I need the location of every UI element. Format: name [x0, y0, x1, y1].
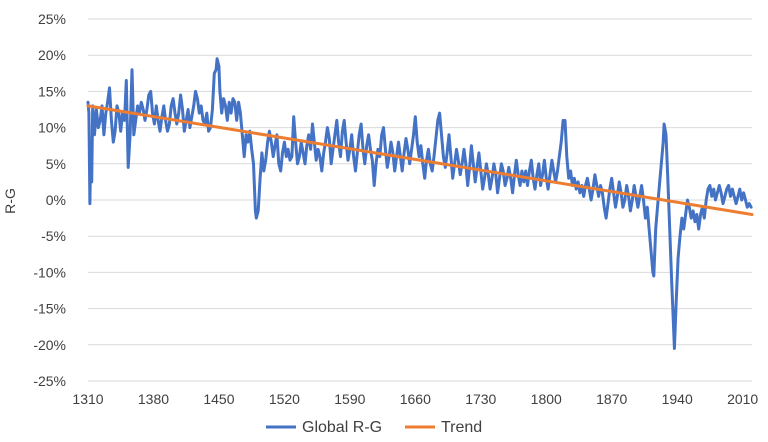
x-tick-label: 1380	[138, 391, 169, 407]
y-tick-label: -10%	[33, 264, 66, 280]
gridlines	[88, 18, 752, 382]
x-tick-label: 1310	[72, 391, 103, 407]
x-tick-label: 1590	[334, 391, 365, 407]
y-tick-label: 25%	[38, 11, 66, 27]
series-line-global-r-g	[86, 57, 753, 350]
y-axis-title: R-G	[2, 188, 18, 214]
y-axis-tick-labels: -25% -20% -15% -10% -5% 0% 5% 10% 15% 20% 25%	[33, 11, 66, 389]
y-tick-label: 15%	[38, 83, 66, 99]
legend-label: Global R-G	[302, 419, 382, 436]
legend-label: Trend	[441, 419, 482, 436]
y-tick-label: -20%	[33, 337, 66, 353]
series-layer	[86, 57, 754, 350]
x-tick-label: 1800	[531, 391, 562, 407]
x-tick-label: 1870	[596, 391, 627, 407]
x-tick-label: 1940	[662, 391, 693, 407]
y-tick-label: 10%	[38, 120, 66, 136]
y-tick-label: -5%	[41, 228, 66, 244]
x-tick-label: 1520	[269, 391, 300, 407]
x-tick-label: 1660	[400, 391, 431, 407]
y-tick-label: 20%	[38, 47, 66, 63]
legend: Global R-G Trend	[266, 419, 482, 436]
y-tick-label: 5%	[46, 156, 66, 172]
x-axis-tick-labels: 1310 1380 1450 1520 1590 1660 1730 1800 1870 1940…	[72, 391, 758, 407]
x-tick-label: 2010	[727, 391, 758, 407]
x-tick-label: 1450	[203, 391, 234, 407]
x-tick-label: 1730	[465, 391, 496, 407]
y-tick-label: -15%	[33, 301, 66, 317]
y-tick-label: -25%	[33, 373, 66, 389]
series-line-trend	[86, 104, 754, 216]
y-tick-label: 0%	[46, 192, 66, 208]
